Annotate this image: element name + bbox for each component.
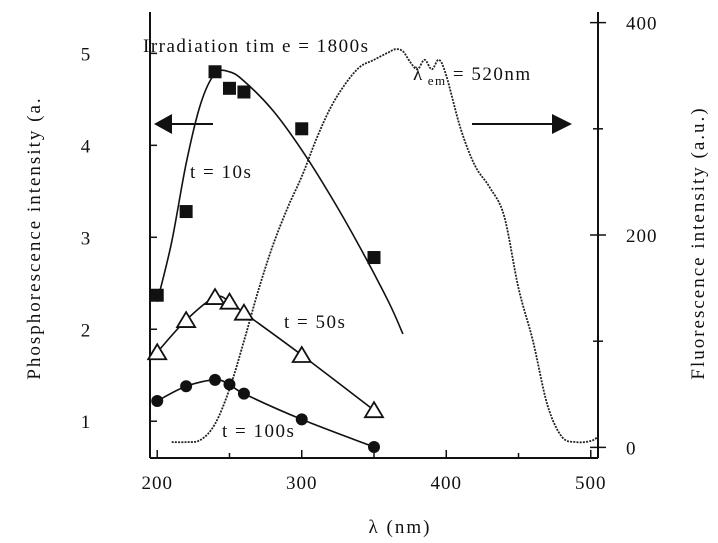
series-0-point-1 [179,205,193,219]
y-left-tick-label-5: 5 [81,44,92,65]
series-0-line [156,69,404,335]
y-axis-right-title: Fluorescence intensity (a.u.) [688,106,709,379]
series-2-point-6 [368,440,380,453]
annotation-t-10s: t = 10s [190,162,252,183]
y-left-tick-label-3: 3 [81,228,92,249]
annotation-t-100s: t = 100s [222,421,295,442]
y-right-tick-label-200: 200 [626,226,658,247]
y-axis-left-title: Phosphorescence intensity (a. [24,96,45,379]
series-1-point-3 [218,291,241,310]
x-tick-label-300: 300 [286,473,318,494]
series-2-point-4 [237,387,250,400]
series-0-point-3 [222,81,236,95]
series-0-point-5 [295,122,309,136]
series-2-point-5 [295,413,308,426]
x-tick-label-400: 400 [431,473,463,494]
annotation-lambda-prefix: λ [413,64,424,85]
series-0-point-0 [150,288,164,302]
series-2-point-0 [151,394,164,407]
series-1-point-2 [204,287,226,305]
series-1-point-5 [291,345,313,363]
marker-layer [146,65,385,453]
series-2-point-2 [209,373,222,386]
x-tick-label-500: 500 [575,473,607,494]
x-axis-title: λ (nm) [369,517,432,538]
annotation-t-50s: t = 50s [284,312,346,333]
annotation-lambda-suffix: = 520nm [447,64,532,85]
annotation-lambda-sub: em [428,73,447,88]
y-left-tick-label-4: 4 [81,136,92,157]
annotation-lambda-em: λ em = 520nm [413,64,532,88]
y-left-tick-label-2: 2 [81,320,92,341]
y-right-tick-label-0: 0 [626,438,637,459]
series-1-point-4 [233,302,255,321]
y-right-tick-label-400: 400 [626,14,658,35]
series-1-point-0 [146,342,168,361]
x-tick-label-200: 200 [141,473,173,494]
fluorescence-curve [171,48,599,444]
series-1-point-1 [175,310,197,328]
chart-title: Irradiation tim e = 1800s [143,36,370,57]
series-0-point-4 [237,85,251,99]
arrow-left-axis [154,114,213,134]
series-0-point-2 [208,65,222,79]
series-0-point-6 [367,251,381,265]
arrow-right-axis [472,114,572,134]
series-1-point-6 [363,400,385,419]
y-left-tick-label-1: 1 [81,412,92,433]
axes-layer: 200 300 400 500 1 2 3 4 5 0 200 400 [81,12,658,494]
series-2-point-3 [223,378,236,391]
series-2-point-1 [180,380,193,393]
series-layer [156,48,599,448]
